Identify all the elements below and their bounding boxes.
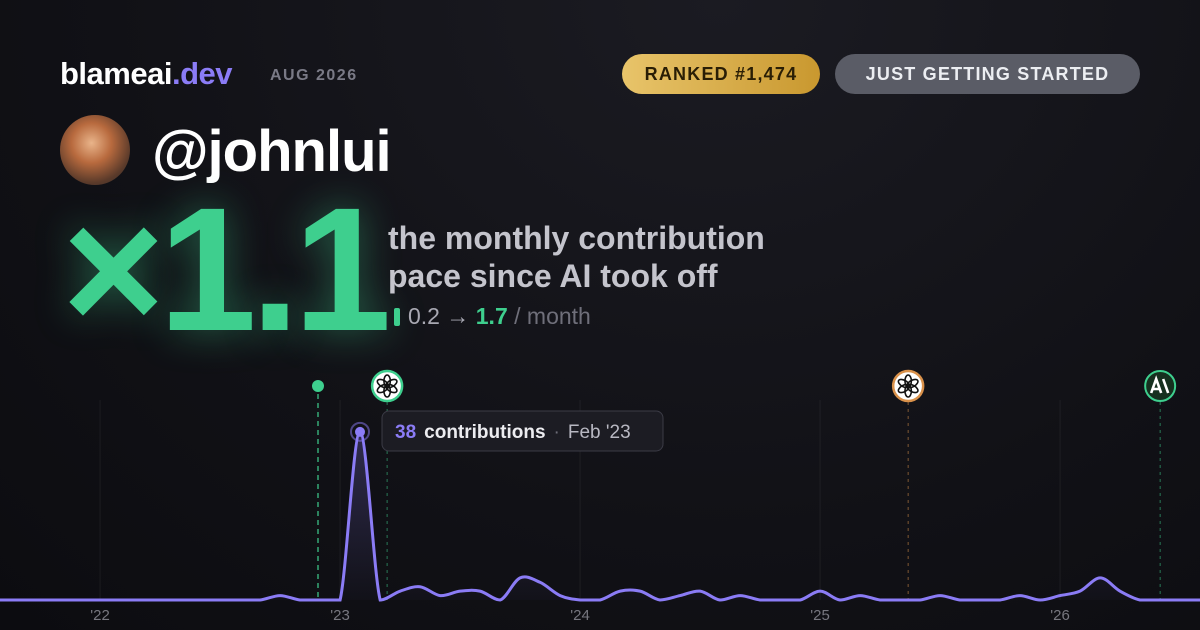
multiplier: ×1.1	[62, 172, 391, 368]
event-icon	[370, 369, 404, 403]
status-badge: JUST GETTING STARTED	[835, 54, 1140, 94]
icon-petal	[376, 378, 390, 389]
tooltip-value: 38	[395, 422, 416, 443]
pace-arrow: →	[446, 303, 470, 329]
description: pace since AI took off	[388, 258, 718, 294]
event-dot	[312, 380, 324, 392]
brand-tld: .dev	[171, 56, 233, 91]
highlight-ring	[350, 421, 370, 442]
x-tick-label: '26	[1050, 607, 1070, 624]
description: the monthly contribution	[388, 220, 765, 256]
pace-unit: / month	[514, 303, 591, 329]
tooltip-separator: ·	[554, 422, 560, 443]
x-tick-label: '23	[330, 607, 350, 624]
brand: blameai.dev	[60, 56, 232, 92]
avatar	[60, 115, 130, 185]
icon-glyph	[1149, 375, 1170, 394]
pace-before: 0.2	[408, 303, 440, 329]
event-icon	[891, 369, 925, 403]
event-marker	[891, 369, 925, 600]
period: AUG 2026	[270, 67, 358, 84]
event-marker	[370, 369, 404, 600]
tooltip-text: 38 contributions · Feb '23	[395, 422, 631, 443]
tooltip-date: Feb '23	[568, 422, 631, 443]
brand-name: blameai	[60, 56, 172, 91]
highlight-point	[355, 426, 365, 437]
pace-after: 1.7	[475, 303, 508, 329]
pace-icon	[394, 308, 400, 326]
event-marker	[1144, 370, 1177, 600]
x-tick-label: '22	[90, 607, 110, 624]
icon-petal	[897, 378, 911, 389]
event-icon	[1144, 370, 1177, 402]
area	[0, 431, 1200, 600]
x-tick-label: '25	[810, 607, 830, 624]
tooltip-unit: contributions	[424, 422, 545, 443]
x-tick-label: '24	[570, 607, 590, 624]
pace: 0.2 → 1.7 / month	[388, 303, 591, 330]
tooltip: 38 contributions · Feb '23	[381, 410, 664, 452]
handle: @johnlui	[152, 119, 392, 184]
event-marker	[312, 380, 324, 600]
line	[0, 430, 1200, 602]
rank-badge: RANKED #1,474	[622, 54, 820, 94]
tooltip-box	[381, 410, 664, 452]
